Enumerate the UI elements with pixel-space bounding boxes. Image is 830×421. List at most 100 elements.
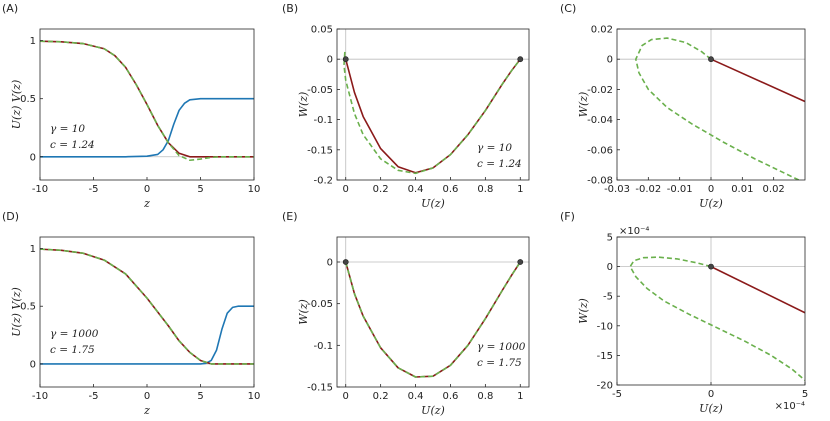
- x-tick-label: -10: [32, 184, 48, 195]
- panel-e: 0 0.2 0.4 0.6 0.8 1 0 -0.05 -0.1 -0.15 U(z) W(z) (E)…: [282, 210, 530, 417]
- panel-f: -5 0 5 5 0 -5 -10 -15 -20 ×10⁻⁴ ×10⁻⁴ U(z) W(z) (F): [560, 210, 808, 415]
- parameter-annotation: c = 1.75: [50, 344, 95, 356]
- x-axis-label: U(z): [699, 197, 723, 210]
- x-tick-label: 1: [517, 391, 523, 402]
- parameter-annotation: c = 1.75: [477, 357, 522, 369]
- x-axis-label: U(z): [421, 197, 445, 210]
- panel-a: -10 -5 0 5 10 0 0.5 1 z U(z) V(z) (A) γ = 10 c = 1.2…: [2, 2, 260, 210]
- parameter-annotation: γ = 1000: [477, 341, 526, 353]
- y-tick-label: -0.1: [313, 341, 333, 352]
- y-tick-label: 0: [607, 55, 613, 66]
- series-line-1: [629, 256, 805, 381]
- y-axis-label: W(z): [577, 298, 590, 324]
- series-line-2: [40, 40, 254, 162]
- x-tick-label: 0.8: [477, 391, 493, 402]
- series-line-0: [40, 97, 254, 158]
- panel-label: (E): [282, 210, 298, 223]
- x-axis-label: U(z): [421, 404, 445, 417]
- panel-label: (B): [282, 2, 298, 15]
- y-tick-label: 1: [30, 244, 36, 255]
- x-tick-label: 0.4: [408, 184, 424, 195]
- series-line-1: [343, 51, 521, 175]
- y-tick-label: -0.05: [307, 85, 333, 96]
- y-tick-label: 0: [607, 262, 613, 273]
- panel-label: (C): [560, 2, 576, 15]
- x-tick-label: 10: [248, 391, 261, 402]
- y-axis-label: U(z) V(z): [10, 287, 23, 336]
- x-exponent-label: ×10⁻⁴: [775, 401, 805, 412]
- x-axis-label: U(z): [699, 402, 723, 415]
- x-tick-label: 5: [197, 391, 203, 402]
- y-tick-label: -0.04: [587, 115, 613, 126]
- series-line-0: [710, 58, 805, 103]
- x-tick-label: 0.02: [763, 184, 785, 195]
- x-tick-label: 0.6: [443, 391, 459, 402]
- x-tick-label: 1: [517, 184, 523, 195]
- fixed-point: [708, 263, 714, 270]
- x-tick-label: 0.4: [408, 391, 424, 402]
- y-tick-label: 0.5: [20, 94, 36, 105]
- y-tick-label: 0: [327, 55, 333, 66]
- parameter-annotation: γ = 10: [477, 142, 512, 154]
- panel-d: -10 -5 0 5 10 0 0.5 1 z U(z) V(z) (D) γ = 1000 c = 1…: [2, 210, 260, 417]
- y-axis-label: W(z): [297, 299, 310, 325]
- y-tick-label: 0: [327, 258, 333, 269]
- y-tick-label: 0.05: [311, 25, 333, 36]
- x-tick-label: 0: [343, 391, 349, 402]
- x-tick-label: 0: [144, 391, 150, 402]
- y-tick-label: -5: [603, 292, 613, 303]
- x-tick-label: 0: [343, 184, 349, 195]
- x-tick-label: -10: [32, 391, 48, 402]
- y-tick-label: 0: [30, 152, 36, 163]
- y-tick-label: -0.15: [307, 145, 333, 156]
- fixed-point: [342, 259, 349, 265]
- parameter-annotation: γ = 1000: [50, 328, 99, 340]
- parameter-annotation: c = 1.24: [50, 139, 95, 151]
- x-tick-label: -0.01: [667, 184, 693, 195]
- panel-label: (F): [560, 210, 575, 223]
- x-tick-label: 10: [248, 184, 261, 195]
- axes-frame: [336, 236, 530, 388]
- y-tick-label: 0.5: [20, 302, 36, 313]
- x-tick-label: 0.2: [373, 184, 389, 195]
- y-axis-label: W(z): [297, 92, 310, 118]
- panel-label: (D): [2, 210, 19, 223]
- panel-b: 0 0.2 0.4 0.6 0.8 1 0.05 0 -0.05 -0.1 -0.15 -0.2 U(z…: [282, 2, 530, 210]
- x-tick-label: 5: [802, 389, 808, 400]
- y-tick-label: 5: [607, 233, 613, 244]
- series-line-1: [635, 37, 801, 180]
- y-tick-label: 1: [30, 36, 36, 47]
- x-tick-label: -5: [89, 184, 99, 195]
- y-tick-label: -10: [597, 321, 613, 332]
- y-tick-label: -0.1: [313, 115, 333, 126]
- y-tick-label: 0: [30, 359, 36, 370]
- y-tick-label: -20: [597, 381, 613, 392]
- fixed-point: [708, 56, 714, 63]
- panel-c: -0.03 -0.02 -0.01 0 0.01 0.02 0.02 0 -0.02 -0.04 -…: [560, 2, 806, 210]
- series-line-0: [40, 305, 254, 365]
- x-tick-label: -5: [89, 391, 99, 402]
- y-axis-label: W(z): [577, 92, 590, 118]
- fixed-point: [517, 56, 524, 63]
- x-tick-label: 0.01: [731, 184, 753, 195]
- y-tick-label: -0.05: [307, 299, 333, 310]
- fixed-point: [342, 56, 349, 63]
- x-axis-label: z: [143, 197, 150, 210]
- x-tick-label: 0: [708, 184, 714, 195]
- y-exponent-label: ×10⁻⁴: [619, 226, 649, 237]
- y-tick-label: -0.06: [587, 145, 613, 156]
- x-tick-label: 0: [708, 389, 714, 400]
- y-tick-label: -0.2: [313, 176, 333, 187]
- x-axis-label: z: [143, 404, 150, 417]
- parameter-annotation: γ = 10: [50, 123, 85, 135]
- y-axis-label: U(z) V(z): [10, 80, 23, 129]
- x-tick-label: -5: [612, 389, 622, 400]
- fixed-point: [517, 259, 524, 265]
- axes-frame: [336, 28, 530, 181]
- x-tick-label: 0.8: [477, 184, 493, 195]
- y-tick-label: -0.02: [587, 85, 613, 96]
- x-tick-label: -0.03: [604, 184, 630, 195]
- series-line-1: [344, 261, 521, 378]
- parameter-annotation: c = 1.24: [477, 158, 522, 170]
